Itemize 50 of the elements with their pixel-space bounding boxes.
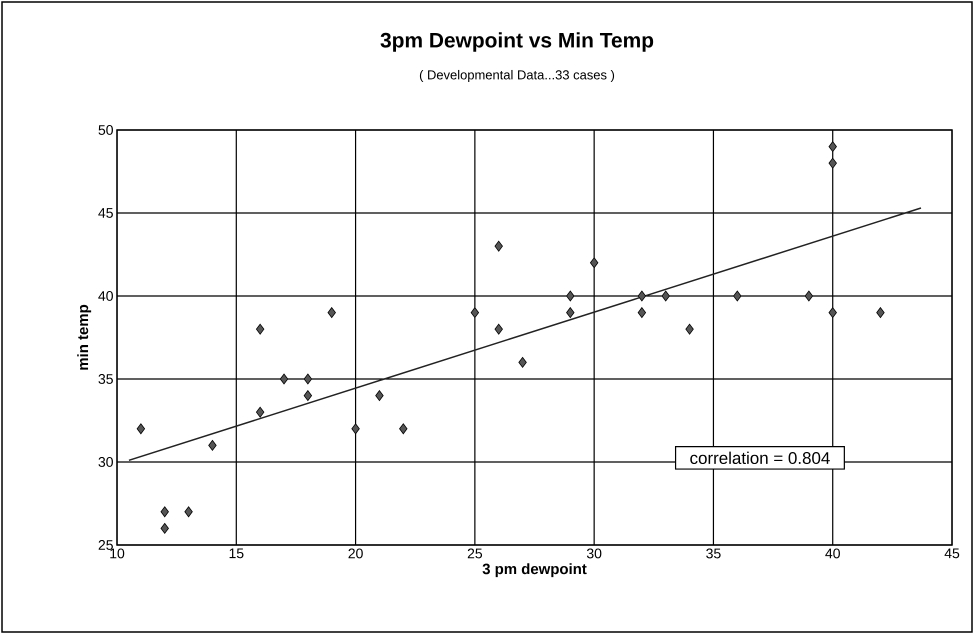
point — [685, 324, 694, 335]
x-tick-label: 25 — [468, 548, 482, 558]
point — [399, 423, 408, 434]
point — [828, 158, 837, 169]
point — [256, 324, 264, 335]
point — [518, 356, 527, 368]
y-tick-label: 35 — [98, 374, 113, 384]
point — [184, 506, 193, 518]
point — [566, 290, 574, 302]
point — [638, 307, 646, 318]
point — [638, 290, 646, 302]
point — [494, 240, 503, 252]
point — [566, 307, 574, 318]
x-tick-label: 20 — [348, 548, 363, 558]
point — [280, 374, 288, 384]
point — [304, 374, 312, 384]
chart-title: 3pm Dewpoint vs Min Temp — [380, 32, 654, 52]
point — [494, 324, 503, 335]
x-tick-label: 30 — [586, 548, 602, 558]
x-tick-label: 15 — [230, 548, 244, 558]
y-tick-label: 40 — [98, 291, 113, 301]
point — [470, 307, 480, 318]
point — [160, 506, 169, 518]
point — [160, 522, 169, 534]
point — [590, 257, 598, 268]
point — [828, 307, 837, 318]
x-tick-label: 35 — [706, 548, 721, 558]
point — [256, 406, 264, 418]
y-tick-label: 45 — [98, 208, 113, 218]
point — [136, 423, 146, 434]
annotation: correlation = 0.804 — [690, 452, 830, 464]
point — [328, 307, 336, 318]
y-tick-label: 30 — [98, 457, 113, 467]
x-tick-label: 40 — [825, 548, 840, 558]
point — [828, 141, 837, 152]
point — [351, 423, 360, 434]
point — [733, 290, 742, 302]
point — [208, 440, 217, 451]
point — [876, 307, 885, 318]
chart-subtitle: ( Developmental Data...33 cases ) — [420, 70, 614, 82]
y-tick-label: 50 — [98, 125, 113, 135]
point — [662, 290, 670, 302]
y-axis-title: min temp — [77, 304, 92, 370]
x-tick-label: 45 — [944, 548, 960, 558]
point — [375, 390, 384, 401]
point — [804, 290, 814, 302]
x-tick-label: 10 — [110, 548, 124, 558]
y-tick-label: 25 — [98, 540, 113, 550]
point — [304, 390, 312, 401]
x-axis-title: 3 pm dewpoint — [482, 563, 587, 578]
